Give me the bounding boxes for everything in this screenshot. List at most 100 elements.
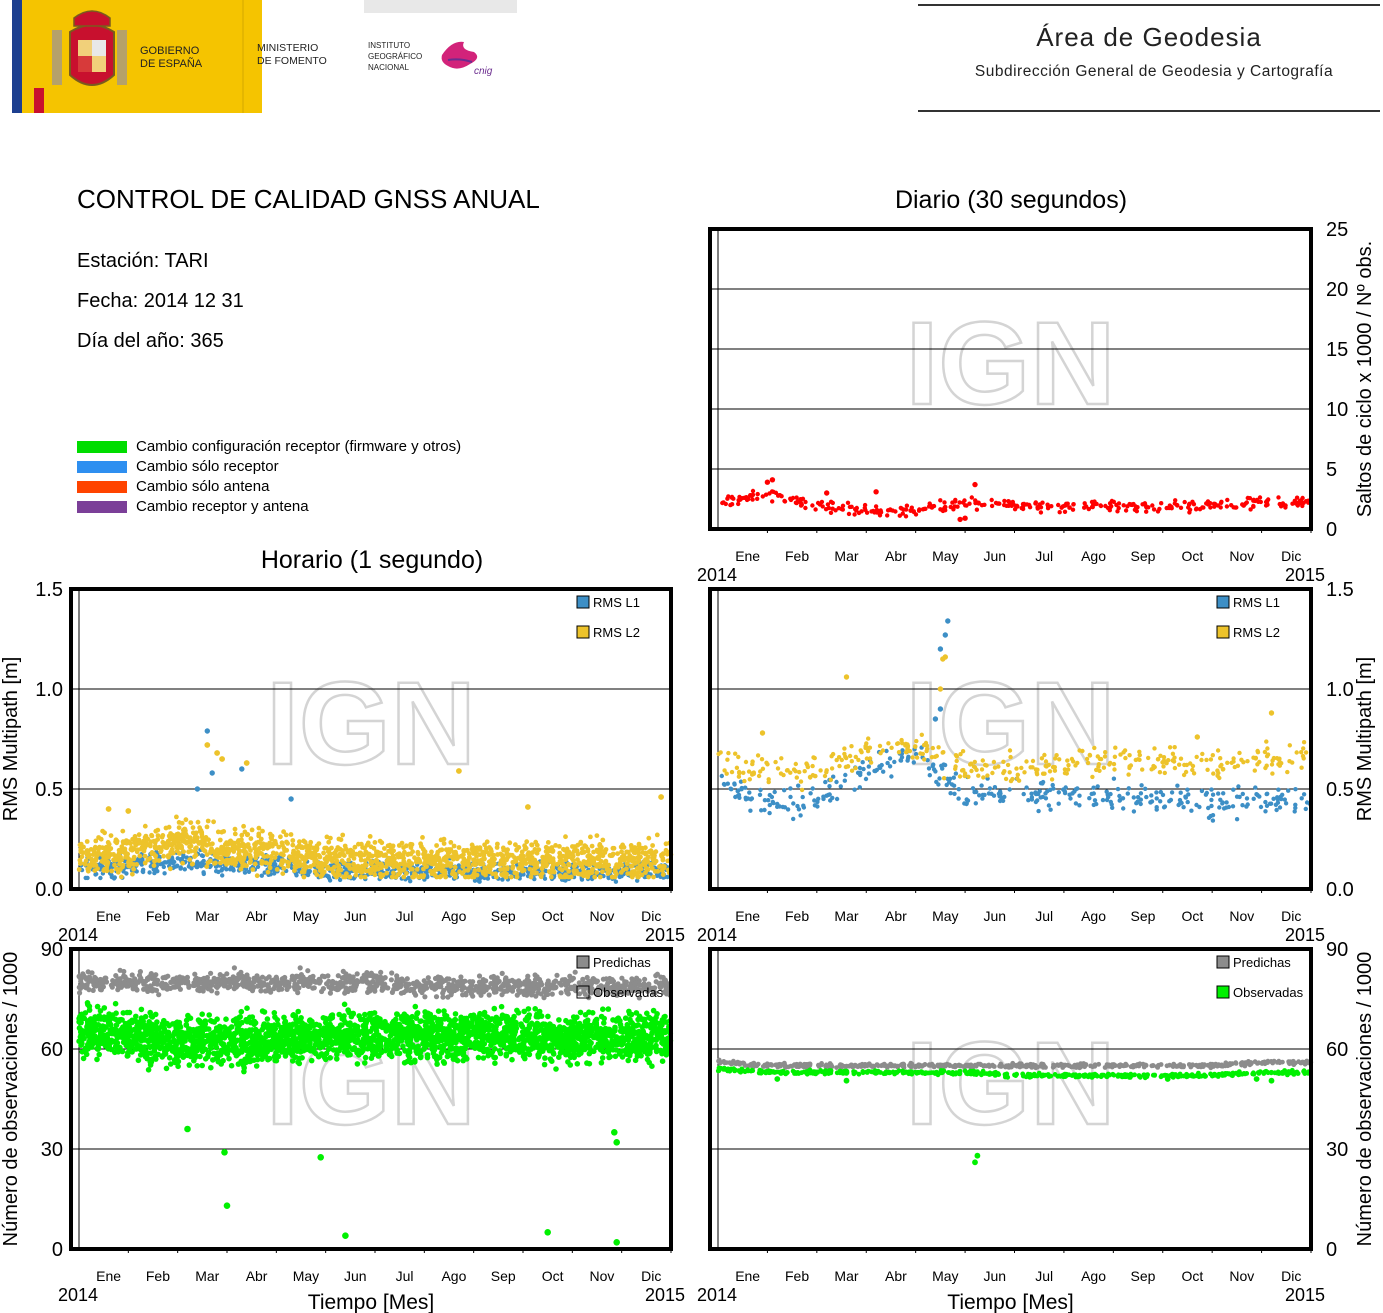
data-point: [756, 773, 762, 779]
data-point: [180, 860, 186, 866]
data-point: [804, 761, 809, 766]
data-point: [301, 874, 307, 880]
data-point: [558, 990, 564, 996]
data-point: [127, 841, 133, 846]
data-point: [917, 507, 922, 512]
data-point: [93, 856, 99, 861]
data-point: [951, 775, 956, 780]
data-point: [1085, 760, 1091, 766]
data-point: [373, 857, 379, 863]
data-point: [742, 778, 747, 784]
data-point: [541, 857, 546, 863]
data-point: [281, 858, 287, 864]
data-point: [1116, 501, 1122, 506]
data-point: [451, 843, 457, 849]
y-tick-label: 0.5: [35, 779, 63, 801]
data-point: [885, 513, 890, 518]
data-point: [1219, 499, 1224, 504]
data-point: [600, 853, 606, 859]
data-point: [164, 860, 169, 865]
data-point: [1144, 794, 1149, 800]
data-point: [106, 841, 112, 847]
data-point: [120, 839, 126, 845]
data-point: [380, 985, 386, 991]
data-point: [1084, 756, 1090, 762]
data-point: [98, 875, 103, 881]
data-point: [551, 979, 557, 985]
data-point: [834, 779, 839, 785]
data-point: [1053, 756, 1058, 761]
data-point: [1221, 806, 1227, 811]
data-point: [365, 840, 371, 846]
data-point: [201, 858, 206, 864]
data-point: [295, 990, 301, 996]
legend-label: Cambio receptor y antena: [136, 498, 309, 515]
x-end-label: 2015: [1285, 565, 1325, 585]
data-point: [723, 501, 728, 507]
data-point: [174, 814, 179, 820]
data-point: [194, 864, 199, 870]
data-point: [477, 879, 482, 884]
data-point: [177, 851, 182, 856]
data-point: [980, 758, 985, 763]
data-point: [117, 856, 123, 861]
data-point: [495, 841, 500, 847]
data-point: [122, 858, 128, 864]
y-tick-label: 25: [1326, 219, 1348, 241]
data-point: [250, 867, 256, 872]
data-point: [87, 1023, 94, 1029]
data-point: [1034, 772, 1040, 777]
data-point: [1151, 766, 1156, 771]
legend-swatch: [576, 625, 590, 639]
hourly-chart-title: Horario (1 segundo): [260, 546, 484, 574]
data-point: [94, 1056, 100, 1063]
data-point: [887, 764, 893, 769]
data-point: [824, 490, 830, 496]
data-point: [343, 985, 349, 991]
data-point: [378, 850, 384, 856]
data-point: [820, 504, 825, 509]
data-point: [1251, 796, 1256, 801]
data-point: [487, 845, 492, 850]
data-point: [810, 786, 815, 791]
data-point: [98, 1016, 104, 1022]
data-point: [181, 849, 187, 855]
data-point: [938, 498, 943, 503]
report-title: CONTROL DE CALIDAD GNSS ANUAL: [77, 184, 540, 214]
data-point: [1299, 765, 1304, 770]
data-point: [952, 791, 957, 796]
data-point: [166, 840, 171, 846]
data-point: [624, 856, 630, 861]
data-point: [82, 1010, 89, 1016]
data-point: [401, 866, 407, 872]
y-tick-label: 1.5: [35, 579, 63, 601]
data-point: [584, 871, 589, 876]
data-point: [463, 990, 469, 997]
data-point: [512, 859, 518, 865]
data-point: [151, 863, 157, 868]
data-point: [429, 849, 434, 855]
data-point: [918, 751, 923, 756]
data-point: [825, 502, 831, 507]
data-point: [953, 766, 958, 771]
data-point: [778, 771, 784, 776]
data-point: [478, 992, 484, 998]
data-point: [509, 987, 515, 993]
x-start-label: 2014: [58, 1285, 98, 1305]
data-point: [1264, 739, 1269, 744]
data-point: [258, 988, 264, 994]
data-point: [1140, 767, 1145, 772]
data-point: [903, 514, 909, 519]
data-point: [788, 770, 793, 775]
data-point: [188, 820, 194, 825]
data-point: [1270, 771, 1275, 776]
x-month-label: Mar: [195, 1268, 219, 1284]
data-point: [1063, 785, 1068, 790]
data-point: [420, 835, 425, 840]
data-point: [1157, 506, 1162, 512]
data-point: [546, 848, 551, 854]
data-point: [1245, 802, 1250, 807]
data-point: [96, 846, 101, 852]
data-point: [750, 497, 755, 502]
data-point: [646, 874, 651, 880]
